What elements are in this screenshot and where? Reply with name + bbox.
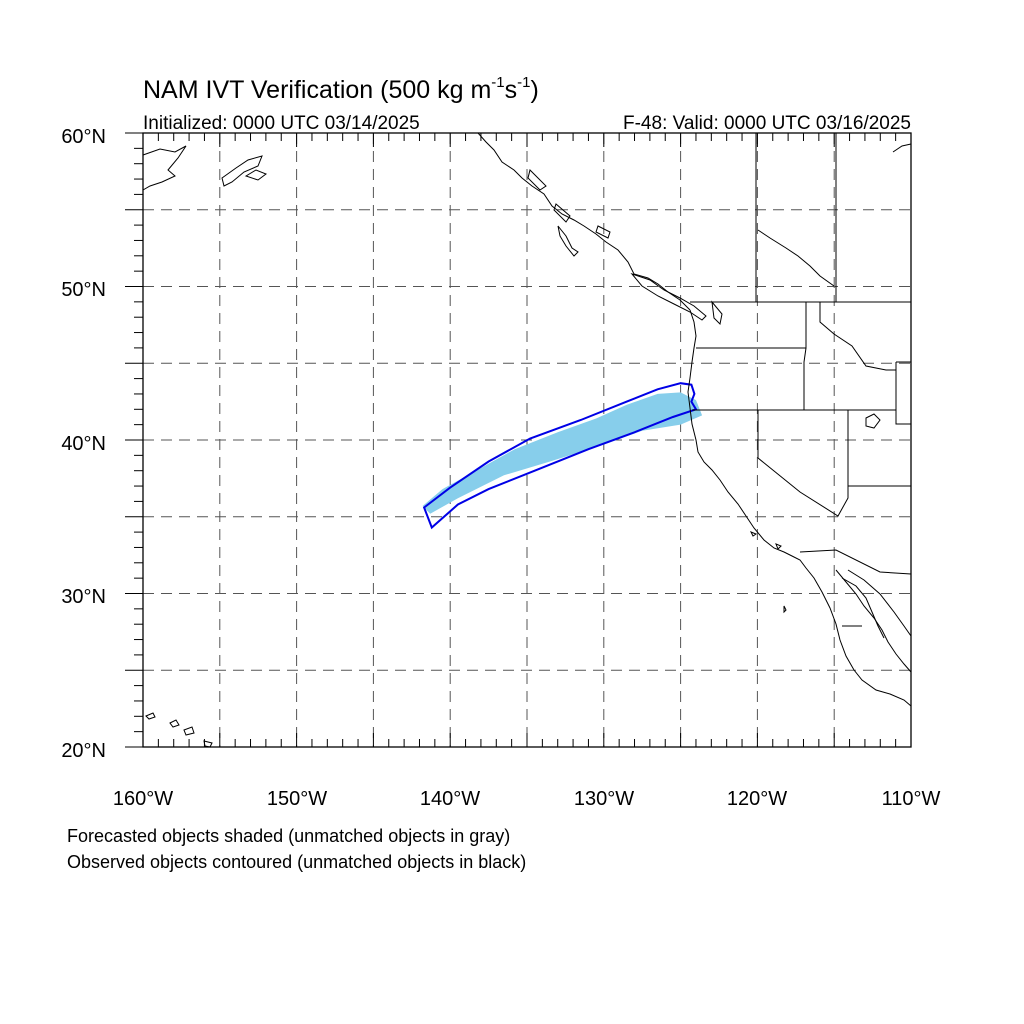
political-borders — [690, 133, 912, 627]
graticule — [143, 133, 911, 747]
lon-label-120w: 120°W — [727, 788, 787, 810]
lon-label-140w: 140°W — [420, 788, 480, 810]
map-title: NAM IVT Verification (500 kg m-1s-1) — [143, 74, 539, 104]
forecast-object-shaded — [422, 392, 703, 514]
coastlines — [142, 132, 912, 748]
lat-label-60n: 60°N — [61, 126, 106, 148]
footnote-forecast: Forecasted objects shaded (unmatched obj… — [67, 826, 511, 846]
lon-label-150w: 150°W — [267, 788, 327, 810]
init-time-label: Initialized: 0000 UTC 03/14/2025 — [143, 113, 420, 134]
axis-ticks — [125, 132, 912, 748]
valid-time-label: F-48: Valid: 0000 UTC 03/16/2025 — [623, 113, 911, 134]
lon-label-130w: 130°W — [574, 788, 634, 810]
latitude-labels: 60°N 50°N 40°N 30°N 20°N — [61, 126, 106, 762]
lat-label-20n: 20°N — [61, 740, 106, 762]
observed-object-contour — [422, 382, 698, 530]
lon-label-160w: 160°W — [113, 788, 173, 810]
lat-label-30n: 30°N — [61, 586, 106, 608]
longitude-labels: 160°W 150°W 140°W 130°W 120°W 110°W — [113, 788, 941, 810]
map-plot-area — [125, 132, 912, 748]
lon-label-110w: 110°W — [882, 788, 941, 810]
lat-label-40n: 40°N — [61, 433, 106, 455]
lat-label-50n: 50°N — [61, 279, 106, 301]
footnote-observed: Observed objects contoured (unmatched ob… — [67, 852, 527, 872]
